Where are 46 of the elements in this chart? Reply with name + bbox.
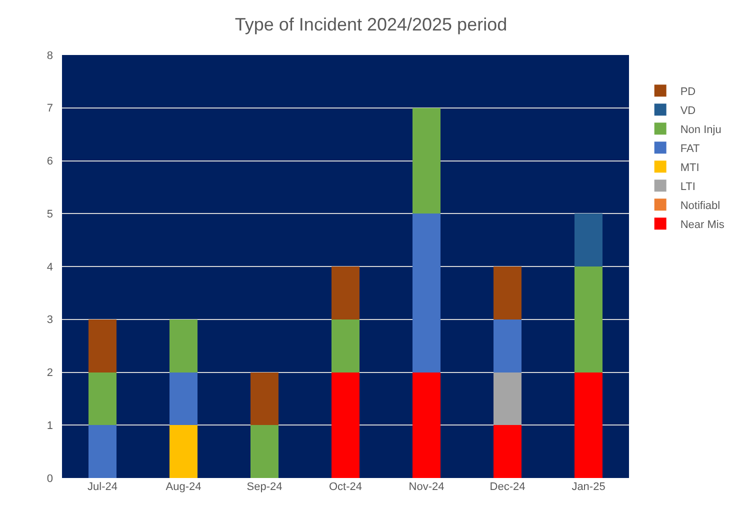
y-tick-label: 0 [46, 472, 53, 485]
y-tick-label: 1 [46, 420, 53, 432]
bar [331, 372, 360, 478]
y-tick-label: 5 [46, 208, 53, 220]
y-tick-label: 4 [46, 261, 53, 274]
bar [493, 425, 522, 478]
bar [493, 372, 522, 426]
bar [493, 266, 522, 320]
y-tick-label: 6 [46, 156, 53, 168]
y-tick-label: 3 [46, 314, 53, 326]
bar [169, 372, 198, 426]
bar [331, 319, 360, 372]
bar [169, 425, 198, 478]
y-tick-label: 8 [46, 50, 53, 62]
x-tick-label: Dec-24 [490, 481, 526, 493]
legend-label: MTI [680, 162, 700, 174]
bar [493, 319, 522, 372]
legend-label: Near Mis [680, 218, 725, 231]
x-tick-label: Aug-24 [166, 481, 202, 493]
bar [412, 108, 441, 214]
bar [88, 425, 117, 478]
bar [331, 266, 360, 320]
bar [574, 266, 603, 372]
bar [574, 214, 603, 266]
chart-title: Type of Incident 2024/2025 period [234, 14, 508, 34]
bar [574, 372, 603, 478]
x-tick-label: Jul-24 [88, 481, 118, 493]
bar [169, 319, 198, 372]
x-tick-label: Oct-24 [328, 481, 362, 493]
bar [88, 372, 117, 426]
x-tick-label: Nov-24 [408, 481, 444, 493]
legend-label: Notifiabl [680, 200, 720, 212]
y-tick-label: 2 [46, 367, 53, 380]
legend-label: PD [680, 86, 696, 98]
legend-label: VD [680, 104, 696, 117]
legend-label: LTI [680, 180, 696, 193]
bar [250, 372, 279, 426]
bar [412, 372, 441, 478]
bar [250, 425, 279, 478]
x-tick-label: Sep-24 [246, 481, 282, 493]
y-tick-label: 7 [46, 102, 53, 115]
bar [412, 214, 441, 372]
x-tick-label: Jan-25 [572, 481, 606, 493]
bar [88, 319, 117, 372]
legend-label: FAT [680, 142, 700, 155]
legend-label: Non Inju [680, 124, 722, 136]
